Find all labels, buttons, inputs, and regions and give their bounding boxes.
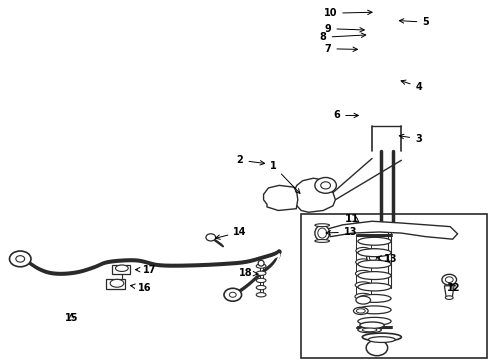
Text: 14: 14	[216, 227, 247, 239]
Text: 12: 12	[447, 283, 461, 293]
Ellipse shape	[358, 327, 381, 333]
Ellipse shape	[356, 296, 370, 304]
Ellipse shape	[362, 328, 377, 332]
Polygon shape	[264, 185, 298, 211]
Text: 13: 13	[377, 254, 397, 264]
Ellipse shape	[445, 296, 453, 300]
Text: 3: 3	[399, 134, 422, 144]
Ellipse shape	[256, 278, 266, 283]
Ellipse shape	[442, 274, 457, 285]
Polygon shape	[444, 286, 454, 298]
Ellipse shape	[362, 333, 401, 341]
Ellipse shape	[367, 250, 379, 264]
Ellipse shape	[369, 253, 377, 261]
Text: 2: 2	[237, 155, 265, 165]
Circle shape	[366, 340, 388, 356]
Text: 7: 7	[325, 44, 357, 54]
Text: 11: 11	[345, 215, 360, 224]
Ellipse shape	[256, 271, 266, 275]
Ellipse shape	[367, 249, 379, 251]
Bar	[301, 214, 487, 357]
Ellipse shape	[315, 239, 330, 242]
Ellipse shape	[356, 247, 370, 254]
Ellipse shape	[258, 260, 264, 266]
Ellipse shape	[369, 341, 385, 355]
Text: 16: 16	[130, 283, 151, 293]
Circle shape	[206, 234, 216, 241]
Circle shape	[16, 256, 24, 262]
Ellipse shape	[360, 322, 384, 328]
Ellipse shape	[368, 337, 395, 342]
Ellipse shape	[356, 259, 371, 265]
Circle shape	[224, 288, 242, 301]
Ellipse shape	[358, 306, 391, 314]
Ellipse shape	[355, 293, 371, 300]
Text: 9: 9	[325, 24, 364, 34]
Ellipse shape	[355, 282, 371, 288]
Text: 17: 17	[136, 265, 156, 275]
Bar	[106, 279, 125, 289]
Ellipse shape	[358, 237, 391, 245]
Ellipse shape	[256, 293, 266, 297]
Circle shape	[315, 177, 336, 193]
Text: 1: 1	[270, 161, 300, 193]
Text: 10: 10	[324, 8, 372, 18]
Ellipse shape	[353, 307, 368, 315]
Ellipse shape	[445, 277, 453, 283]
Circle shape	[321, 182, 331, 189]
Ellipse shape	[358, 294, 391, 302]
Ellipse shape	[318, 228, 327, 238]
Ellipse shape	[356, 309, 365, 313]
Polygon shape	[294, 178, 335, 212]
Ellipse shape	[256, 285, 266, 290]
Ellipse shape	[367, 263, 379, 266]
Bar	[112, 265, 130, 274]
Text: 8: 8	[320, 32, 366, 42]
Ellipse shape	[358, 260, 391, 268]
Ellipse shape	[315, 225, 330, 241]
Polygon shape	[323, 221, 458, 239]
Ellipse shape	[355, 270, 371, 277]
Ellipse shape	[358, 249, 391, 257]
Text: 15: 15	[65, 313, 78, 323]
Ellipse shape	[315, 224, 330, 226]
Ellipse shape	[358, 272, 391, 279]
Text: 13: 13	[326, 227, 357, 237]
Ellipse shape	[358, 283, 391, 291]
Ellipse shape	[358, 318, 391, 325]
Circle shape	[229, 292, 236, 297]
Ellipse shape	[110, 279, 124, 287]
Circle shape	[9, 251, 31, 267]
Text: 4: 4	[401, 80, 422, 92]
Text: 6: 6	[334, 111, 358, 121]
Text: 5: 5	[399, 17, 429, 27]
Ellipse shape	[116, 265, 128, 271]
Ellipse shape	[256, 264, 266, 268]
Text: 18: 18	[239, 268, 258, 278]
